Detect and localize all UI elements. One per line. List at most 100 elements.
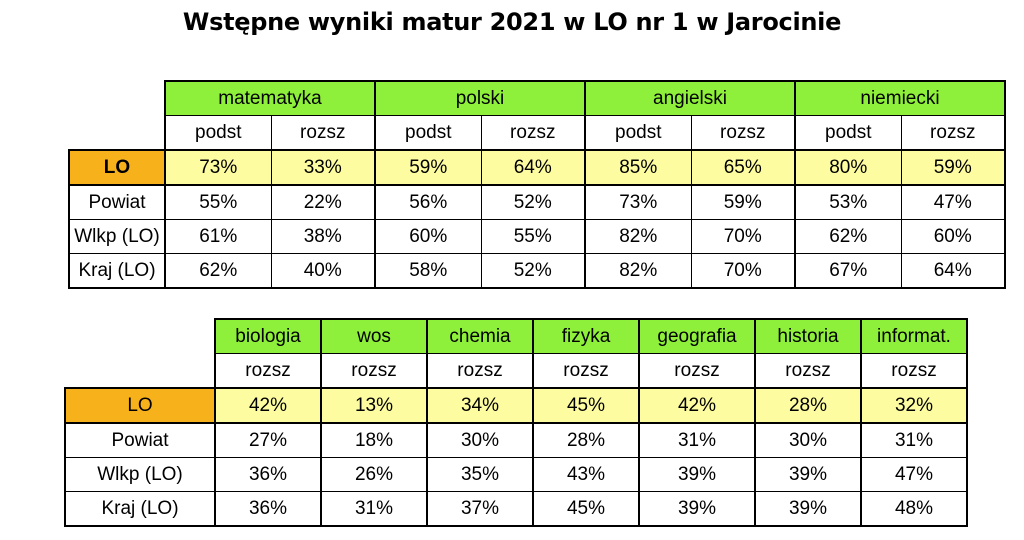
corner-cell bbox=[65, 319, 215, 354]
subject-header: informat. bbox=[860, 318, 968, 354]
subject-header-row: matematyka polski angielski niemiecki bbox=[69, 80, 1006, 116]
table-row: Powiat 27% 18% 30% 28% 31% 30% 31% bbox=[64, 422, 968, 458]
subject-header: biologia bbox=[214, 318, 322, 354]
value-cell: 18% bbox=[320, 422, 428, 458]
subject-header: angielski bbox=[584, 80, 796, 116]
subject-header: historia bbox=[754, 318, 862, 354]
row-label: Powiat bbox=[64, 422, 216, 458]
table-row: Wlkp (LO) 36% 26% 35% 43% 39% 39% 47% bbox=[64, 457, 968, 492]
value-cell: 59% bbox=[690, 184, 796, 220]
value-cell: 28% bbox=[532, 422, 640, 458]
value-cell: 39% bbox=[754, 491, 862, 527]
subject-header: chemia bbox=[426, 318, 534, 354]
subject-header-row: biologia wos chemia fizyka geografia his… bbox=[65, 318, 968, 354]
subject-header: fizyka bbox=[532, 318, 640, 354]
level-header: podst bbox=[794, 115, 902, 151]
value-cell: 58% bbox=[374, 253, 482, 289]
value-cell: 59% bbox=[374, 149, 482, 186]
value-cell: 45% bbox=[532, 491, 640, 527]
value-cell: 39% bbox=[638, 457, 756, 492]
value-cell: 82% bbox=[584, 219, 692, 254]
value-cell: 42% bbox=[214, 387, 322, 424]
value-cell: 70% bbox=[690, 253, 796, 289]
value-cell: 67% bbox=[794, 253, 902, 289]
value-cell: 52% bbox=[480, 253, 586, 289]
value-cell: 40% bbox=[270, 253, 376, 289]
table-row-lo: LO 42% 13% 34% 45% 42% 28% 32% bbox=[64, 387, 968, 424]
value-cell: 64% bbox=[900, 253, 1006, 289]
value-cell: 30% bbox=[754, 422, 862, 458]
level-header: rozsz bbox=[214, 353, 322, 389]
value-cell: 36% bbox=[214, 457, 322, 492]
value-cell: 70% bbox=[690, 219, 796, 254]
level-header: rozsz bbox=[860, 353, 968, 389]
value-cell: 60% bbox=[374, 219, 482, 254]
value-cell: 73% bbox=[584, 184, 692, 220]
level-header: rozsz bbox=[900, 115, 1006, 151]
level-header: rozsz bbox=[270, 115, 376, 151]
table-row: Wlkp (LO) 61% 38% 60% 55% 82% 70% 62% 60… bbox=[68, 219, 1006, 254]
value-cell: 56% bbox=[374, 184, 482, 220]
level-header: rozsz bbox=[690, 115, 796, 151]
level-header: rozsz bbox=[480, 115, 586, 151]
value-cell: 62% bbox=[164, 253, 272, 289]
subject-header: geografia bbox=[638, 318, 756, 354]
row-label: Kraj (LO) bbox=[64, 491, 216, 527]
value-cell: 39% bbox=[638, 491, 756, 527]
row-label: LO bbox=[68, 149, 166, 186]
value-cell: 13% bbox=[320, 387, 428, 424]
value-cell: 31% bbox=[638, 422, 756, 458]
value-cell: 52% bbox=[480, 184, 586, 220]
corner-cell bbox=[69, 81, 165, 116]
table-row: Kraj (LO) 36% 31% 37% 45% 39% 39% 48% bbox=[64, 491, 968, 527]
value-cell: 80% bbox=[794, 149, 902, 186]
value-cell: 64% bbox=[480, 149, 586, 186]
level-header-row: rozsz rozsz rozsz rozsz rozsz rozsz rozs… bbox=[65, 353, 968, 389]
level-header: rozsz bbox=[532, 353, 640, 389]
value-cell: 53% bbox=[794, 184, 902, 220]
subject-header: wos bbox=[320, 318, 428, 354]
value-cell: 60% bbox=[900, 219, 1006, 254]
value-cell: 61% bbox=[164, 219, 272, 254]
value-cell: 31% bbox=[860, 422, 968, 458]
row-label: Wlkp (LO) bbox=[64, 457, 216, 492]
value-cell: 28% bbox=[754, 387, 862, 424]
corner-cell bbox=[69, 116, 165, 151]
results-table-main-subjects: matematyka polski angielski niemiecki po… bbox=[68, 80, 1006, 289]
level-header-row: podst rozsz podst rozsz podst rozsz pods… bbox=[69, 115, 1006, 151]
value-cell: 30% bbox=[426, 422, 534, 458]
level-header: rozsz bbox=[638, 353, 756, 389]
value-cell: 45% bbox=[532, 387, 640, 424]
level-header: podst bbox=[164, 115, 272, 151]
row-label: Powiat bbox=[68, 184, 166, 220]
value-cell: 27% bbox=[214, 422, 322, 458]
value-cell: 42% bbox=[638, 387, 756, 424]
value-cell: 55% bbox=[480, 219, 586, 254]
value-cell: 47% bbox=[860, 457, 968, 492]
level-header: rozsz bbox=[754, 353, 862, 389]
row-label: Wlkp (LO) bbox=[68, 219, 166, 254]
value-cell: 59% bbox=[900, 149, 1006, 186]
table-row-lo: LO 73% 33% 59% 64% 85% 65% 80% 59% bbox=[68, 149, 1006, 186]
value-cell: 48% bbox=[860, 491, 968, 527]
value-cell: 82% bbox=[584, 253, 692, 289]
value-cell: 38% bbox=[270, 219, 376, 254]
level-header: rozsz bbox=[320, 353, 428, 389]
row-label: LO bbox=[64, 387, 216, 424]
value-cell: 43% bbox=[532, 457, 640, 492]
results-table-extended-subjects: biologia wos chemia fizyka geografia his… bbox=[64, 318, 968, 527]
value-cell: 32% bbox=[860, 387, 968, 424]
value-cell: 39% bbox=[754, 457, 862, 492]
level-header: podst bbox=[584, 115, 692, 151]
value-cell: 33% bbox=[270, 149, 376, 186]
value-cell: 62% bbox=[794, 219, 902, 254]
table-row: Powiat 55% 22% 56% 52% 73% 59% 53% 47% bbox=[68, 184, 1006, 220]
corner-cell bbox=[65, 354, 215, 389]
level-header: podst bbox=[374, 115, 482, 151]
page-title: Wstępne wyniki matur 2021 w LO nr 1 w Ja… bbox=[182, 8, 842, 36]
table-row: Kraj (LO) 62% 40% 58% 52% 82% 70% 67% 64… bbox=[68, 253, 1006, 289]
value-cell: 34% bbox=[426, 387, 534, 424]
value-cell: 37% bbox=[426, 491, 534, 527]
value-cell: 35% bbox=[426, 457, 534, 492]
level-header: rozsz bbox=[426, 353, 534, 389]
